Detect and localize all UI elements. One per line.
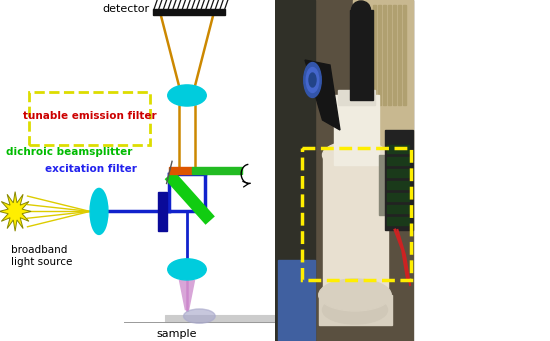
Bar: [387, 205, 409, 213]
Bar: [278, 260, 315, 340]
Bar: [169, 167, 192, 174]
Text: tunable emission filter: tunable emission filter: [23, 111, 156, 121]
Bar: [153, 9, 225, 15]
Bar: [192, 167, 242, 174]
Ellipse shape: [351, 1, 371, 19]
Ellipse shape: [322, 141, 388, 169]
Ellipse shape: [90, 188, 108, 235]
Ellipse shape: [168, 85, 206, 106]
Ellipse shape: [184, 309, 215, 323]
Bar: [301, 148, 411, 280]
Bar: [372, 5, 376, 105]
Text: dichroic beamsplitter: dichroic beamsplitter: [6, 147, 132, 157]
Bar: [387, 181, 409, 189]
Polygon shape: [179, 280, 195, 310]
Bar: [275, 0, 412, 341]
Ellipse shape: [322, 296, 388, 324]
Bar: [350, 10, 372, 100]
Ellipse shape: [309, 73, 316, 87]
Bar: [29, 92, 150, 145]
Ellipse shape: [304, 62, 321, 98]
Bar: [385, 130, 412, 230]
Bar: [377, 5, 381, 105]
Bar: [382, 5, 386, 105]
Bar: [403, 5, 405, 105]
Bar: [338, 90, 375, 105]
Bar: [353, 0, 412, 160]
Bar: [398, 5, 400, 105]
Bar: [322, 155, 388, 310]
Bar: [165, 315, 308, 322]
Text: detector: detector: [103, 4, 150, 14]
Text: broadband
light source: broadband light source: [11, 245, 73, 267]
Bar: [387, 169, 409, 177]
Ellipse shape: [319, 279, 391, 311]
Bar: [387, 217, 409, 225]
Bar: [387, 157, 409, 165]
Polygon shape: [0, 192, 31, 231]
Ellipse shape: [306, 68, 319, 92]
Bar: [275, 0, 315, 341]
Bar: [393, 5, 395, 105]
Text: excitation filter: excitation filter: [45, 164, 137, 174]
Bar: [387, 145, 409, 153]
Polygon shape: [305, 60, 340, 130]
Bar: [388, 5, 390, 105]
Text: sample: sample: [157, 329, 197, 339]
Ellipse shape: [168, 259, 206, 280]
Bar: [158, 192, 167, 231]
Bar: [387, 193, 409, 201]
Bar: [379, 155, 389, 215]
Bar: [334, 95, 379, 165]
Bar: [319, 295, 392, 325]
